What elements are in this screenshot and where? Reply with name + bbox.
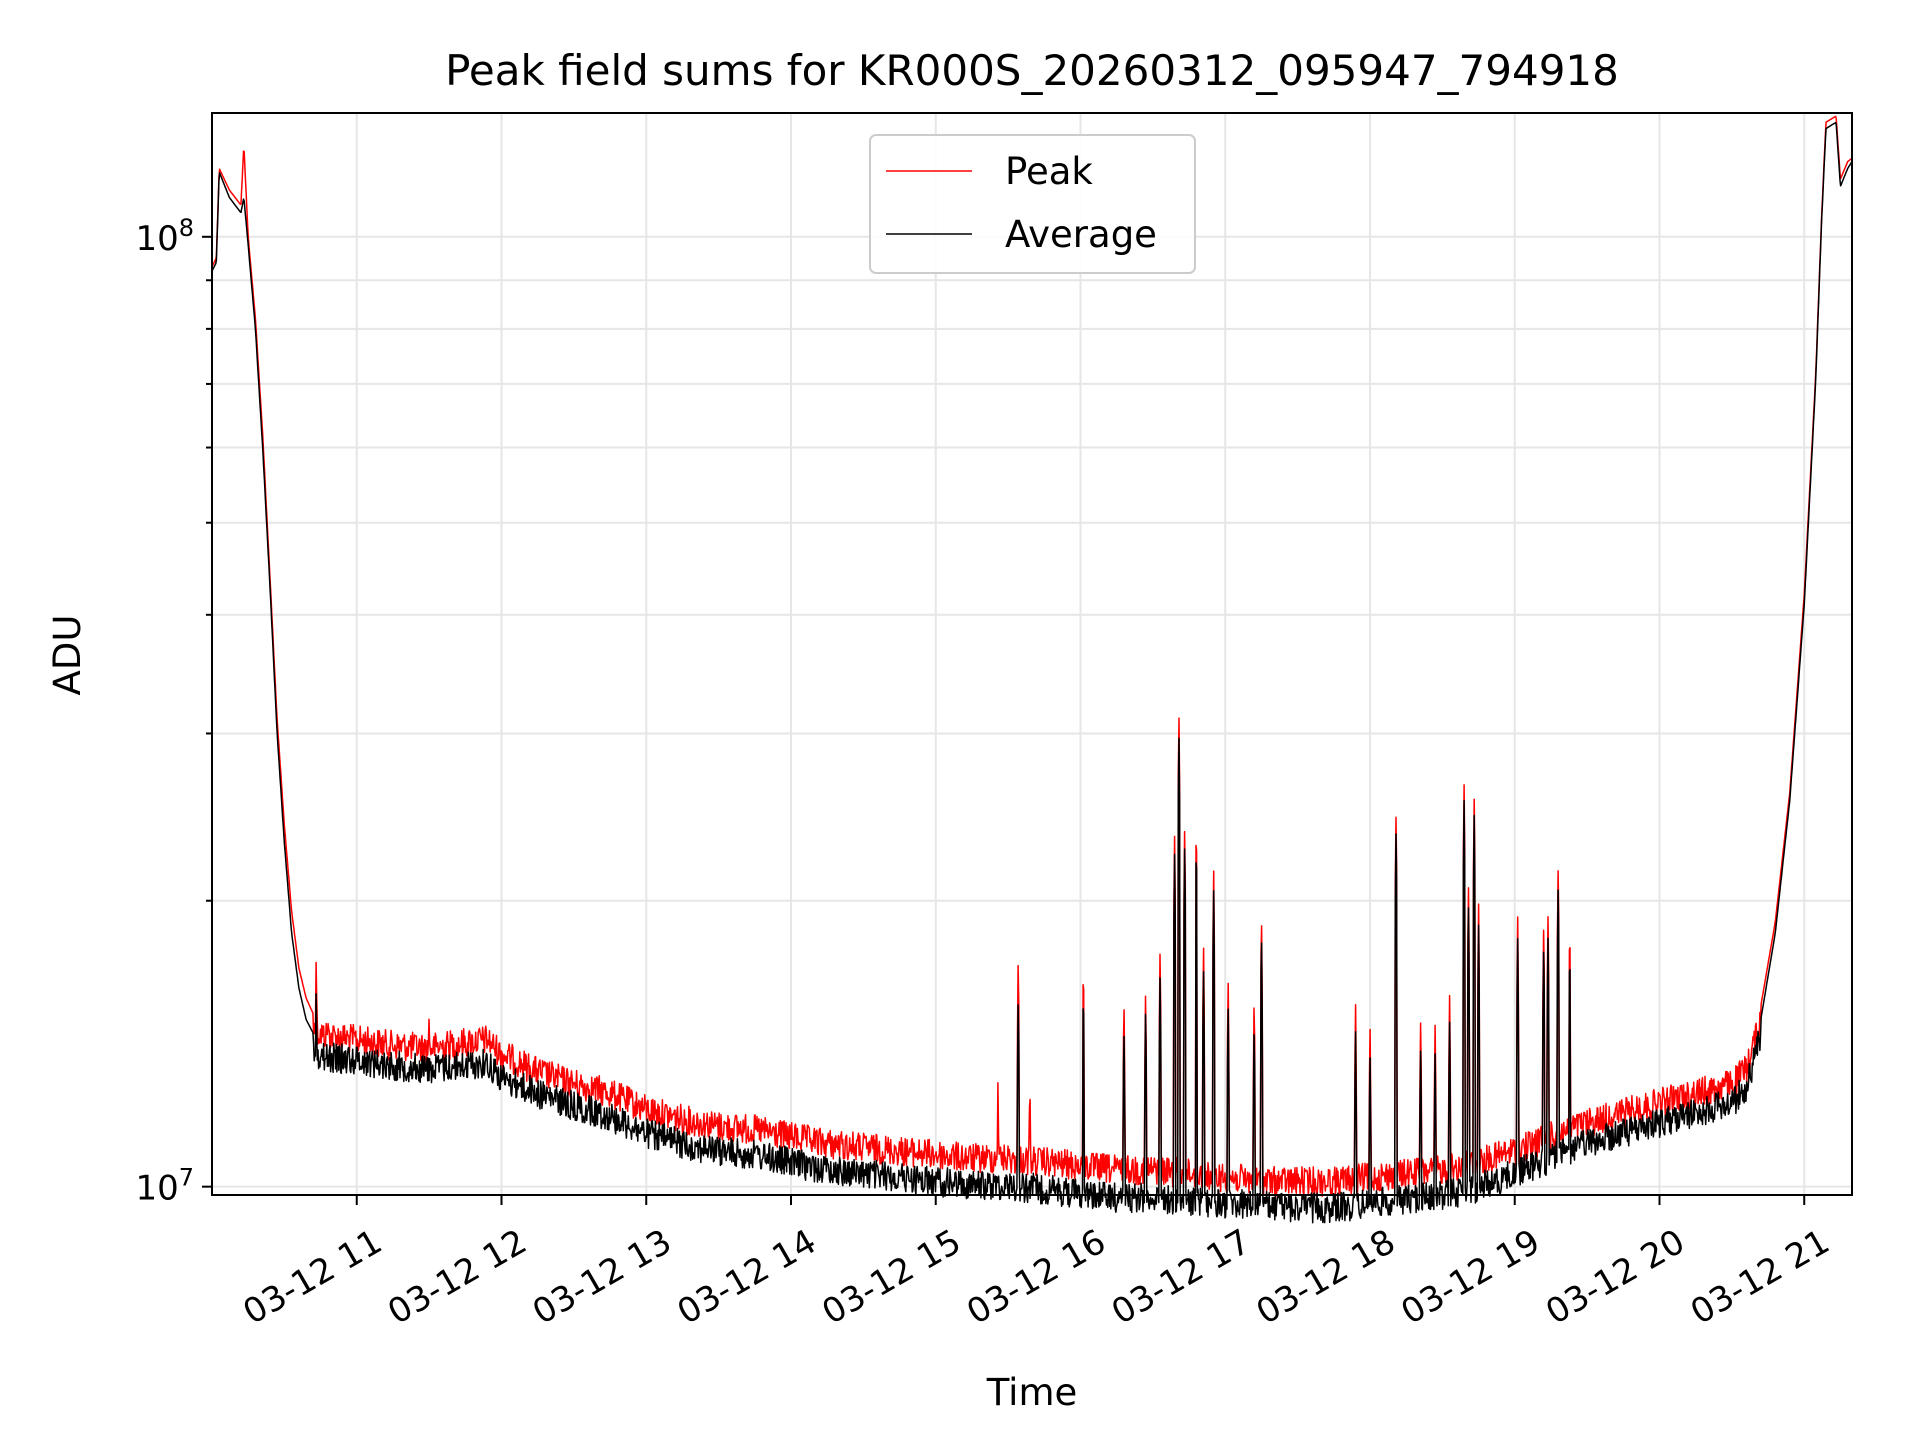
legend-box bbox=[869, 134, 1196, 274]
legend-label-peak: Peak bbox=[1005, 150, 1093, 193]
chart-title: Peak field sums for KR000S_20260312_0959… bbox=[445, 46, 1619, 95]
legend: Peak Average bbox=[869, 134, 1196, 274]
series-line-peak bbox=[211, 115, 1853, 1198]
series-line-average bbox=[211, 121, 1853, 1224]
legend-label-average: Average bbox=[1005, 213, 1157, 256]
grid-lines bbox=[212, 113, 1852, 1195]
plot-frame bbox=[211, 112, 1853, 1196]
y-tick-label: 107 bbox=[135, 1164, 194, 1209]
plot-area-series bbox=[211, 115, 1853, 1224]
x-axis-label: Time bbox=[986, 1371, 1078, 1414]
y-axis-label: ADU bbox=[46, 615, 89, 696]
y-tick-label: 108 bbox=[135, 214, 194, 259]
